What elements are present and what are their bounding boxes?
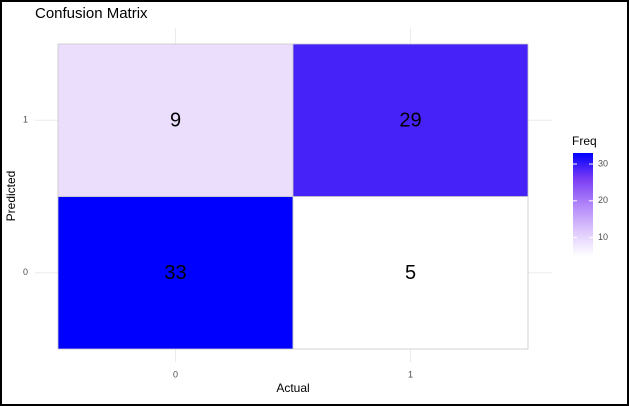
chart-title: Confusion Matrix <box>35 5 148 22</box>
colorbar-tick-label: 10 <box>598 232 608 242</box>
y-tick-label: 1 <box>23 115 28 125</box>
cell <box>57 43 294 197</box>
cell <box>292 196 529 350</box>
y-tick-label: 0 <box>23 267 28 277</box>
cell <box>57 196 294 350</box>
x-axis-label: Actual <box>276 381 309 395</box>
colorbar <box>573 153 593 256</box>
cell-label: 5 <box>405 262 416 284</box>
cell-label: 9 <box>170 110 181 132</box>
cell-label: 29 <box>399 110 421 132</box>
x-tick-label: 1 <box>408 369 413 379</box>
cell-label: 33 <box>164 262 186 284</box>
legend-title: Freq <box>572 134 597 148</box>
colorbar-tick-label: 30 <box>598 158 608 168</box>
colorbar-tick-label: 20 <box>598 195 608 205</box>
y-axis-label: Predicted <box>4 171 18 222</box>
cell <box>292 43 529 197</box>
x-tick-label: 0 <box>173 369 178 379</box>
